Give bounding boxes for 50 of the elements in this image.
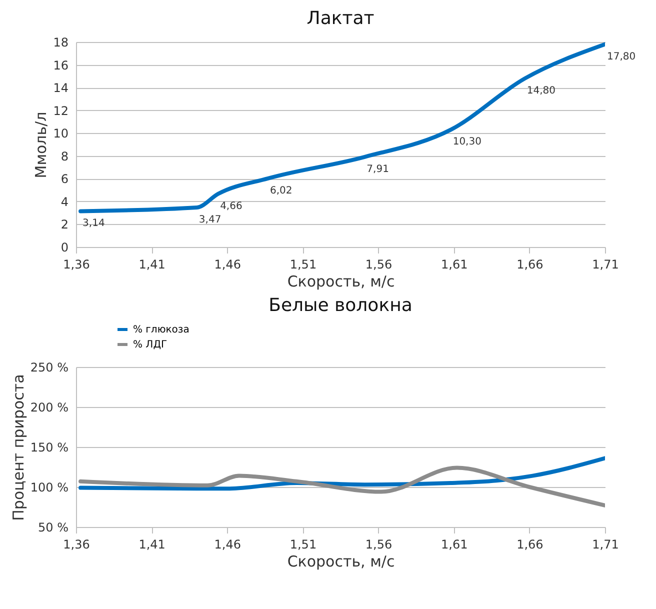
y-axis-title: Процент прироста [9,374,28,521]
data-label: 6,02 [270,185,292,196]
chart-title: Белые волокна [268,295,412,316]
x-tick-label: 1,71 [592,538,619,552]
data-label: 10,30 [452,136,482,148]
data-label: 7,91 [366,164,389,175]
x-tick-label: 1,46 [214,538,241,552]
x-tick-label: 1,66 [516,258,544,272]
x-tick-label: 1,36 [63,538,90,552]
y-tick-label: 100 % [30,480,68,494]
data-label: 3,14 [82,218,105,230]
line-series [78,42,605,214]
x-axis-title: Скорость, м/с [287,272,395,290]
x-tick-label: 1,56 [365,258,392,272]
x-tick-label: 1,41 [138,538,166,552]
data-label: 4,66 [220,200,242,212]
data-label: 3,47 [198,214,222,226]
line-series [78,456,605,491]
y-tick-label: 150 % [30,440,68,454]
x-tick-label: 1,56 [365,538,392,552]
y-tick-label: 12 [53,104,68,118]
y-tick-label: 8 [60,149,68,164]
y-tick-label: 18 [53,36,68,50]
y-tick-label: 6 [60,172,68,186]
x-tick-label: 1,51 [290,538,317,552]
x-tick-label: 1,51 [290,258,317,272]
y-tick-label: 250 % [30,360,68,374]
y-tick-label: 16 [53,58,68,72]
y-tick-label: 2 [60,218,68,232]
y-tick-label: 14 [53,81,68,96]
data-label: 17,80 [607,51,636,62]
y-tick-label: 4 [60,194,68,209]
y-axis-title: Ммоль/л [32,112,50,178]
legend-label: % глюкоза [133,324,190,336]
legend-label: % ЛДГ [133,340,168,350]
line-series [78,466,605,508]
chart-title: Лактат [306,8,374,29]
x-tick-label: 1,41 [138,258,166,272]
x-tick-label: 1,36 [63,258,90,272]
y-tick-label: 10 [53,126,68,141]
x-tick-label: 1,61 [441,538,468,552]
x-tick-label: 1,66 [516,538,544,552]
y-tick-label: 50 % [38,520,68,534]
y-tick-label: 0 [60,240,68,254]
y-tick-label: 200 % [30,400,68,414]
x-tick-label: 1,71 [592,258,619,272]
x-axis-title: Скорость, м/с [287,552,395,570]
data-label: 14,80 [526,85,556,96]
x-tick-label: 1,46 [214,258,241,272]
x-tick-label: 1,61 [441,258,468,272]
